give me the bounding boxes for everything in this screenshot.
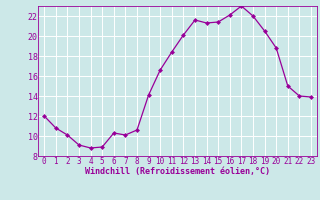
X-axis label: Windchill (Refroidissement éolien,°C): Windchill (Refroidissement éolien,°C) <box>85 167 270 176</box>
